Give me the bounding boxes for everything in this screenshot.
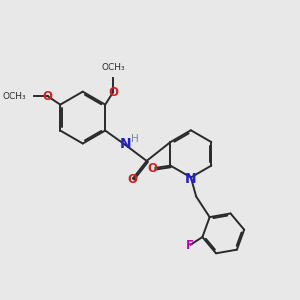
Text: O: O [148, 162, 158, 175]
Text: O: O [127, 173, 137, 186]
Text: OCH₃: OCH₃ [2, 92, 26, 100]
Text: N: N [120, 137, 131, 152]
Text: O: O [108, 86, 118, 99]
Text: OCH₃: OCH₃ [101, 63, 125, 72]
Text: H: H [131, 134, 139, 144]
Text: F: F [186, 239, 194, 252]
Text: N: N [185, 172, 197, 186]
Text: O: O [43, 90, 52, 103]
